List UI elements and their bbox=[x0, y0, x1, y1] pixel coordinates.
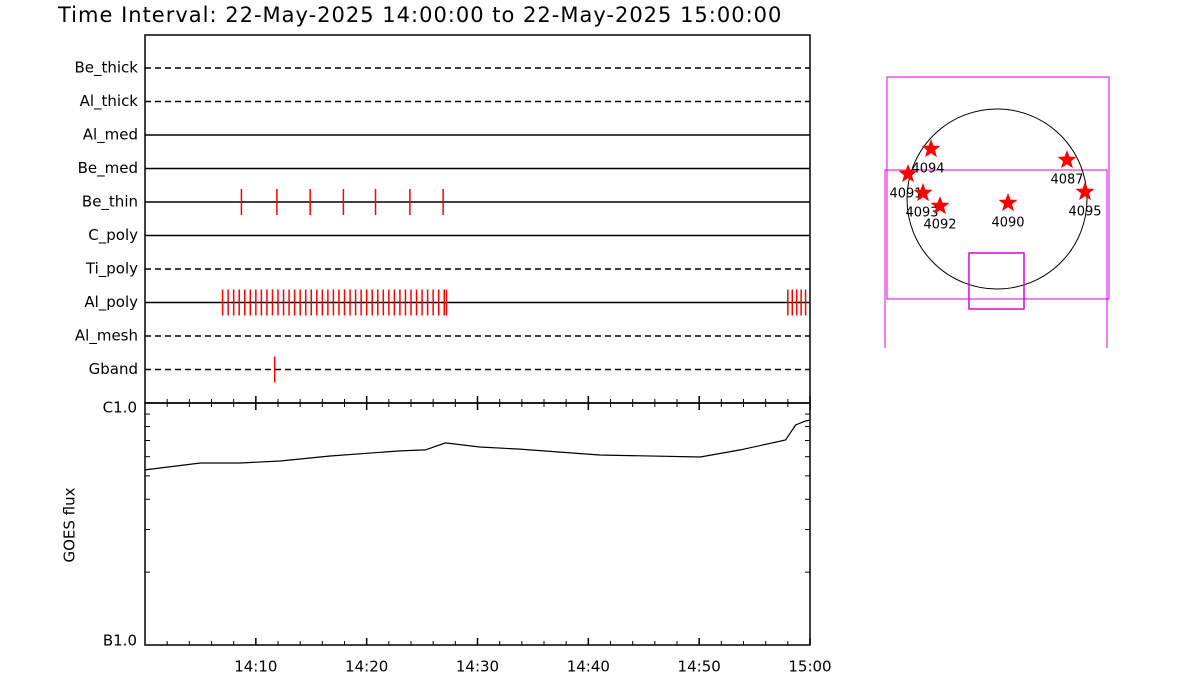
x-tick-label: 15:00 bbox=[788, 658, 831, 676]
x-tick-label: 14:20 bbox=[345, 658, 388, 676]
goes-curve bbox=[144, 419, 811, 471]
region-marker bbox=[921, 139, 941, 158]
row-label: Al_thick bbox=[80, 92, 139, 111]
y-axis-label: GOES flux bbox=[61, 487, 79, 562]
row-label: Al_mesh bbox=[75, 327, 138, 346]
region-marker bbox=[898, 164, 918, 183]
fov-box bbox=[968, 252, 1025, 310]
row-label: Be_thin bbox=[82, 193, 138, 212]
region-label: 4095 bbox=[1068, 205, 1101, 220]
region-marker bbox=[1075, 182, 1095, 201]
region-marker bbox=[913, 183, 933, 202]
fov-box bbox=[886, 76, 1110, 300]
chart-title: Time Interval: 22-May-2025 14:00:00 to 2… bbox=[57, 3, 782, 27]
row-label: Ti_poly bbox=[85, 260, 138, 279]
x-tick-label: 14:50 bbox=[678, 658, 721, 676]
region-label: 4093 bbox=[905, 206, 938, 221]
x-tick-label: 14:10 bbox=[234, 658, 277, 676]
region-label: 4094 bbox=[911, 162, 944, 177]
region-marker bbox=[998, 193, 1018, 212]
region-label: 4091 bbox=[889, 187, 922, 202]
row-label: Gband bbox=[89, 360, 138, 378]
solar-disk bbox=[906, 108, 1088, 290]
x-tick-label: 14:40 bbox=[567, 658, 610, 676]
row-label: Be_med bbox=[78, 159, 138, 178]
y-tick-label: C1.0 bbox=[103, 399, 137, 417]
x-tick-label: 14:30 bbox=[456, 658, 499, 676]
region-marker bbox=[1057, 150, 1077, 169]
region-label: 4090 bbox=[991, 216, 1024, 231]
y-tick-label: B1.0 bbox=[103, 632, 137, 650]
region-marker bbox=[930, 196, 950, 215]
row-label: Al_med bbox=[83, 126, 138, 145]
fov-box bbox=[884, 169, 1108, 348]
row-label: Be_thick bbox=[74, 59, 138, 78]
region-label: 4092 bbox=[923, 218, 956, 233]
region-label: 4087 bbox=[1050, 173, 1083, 188]
row-label: C_poly bbox=[88, 226, 138, 245]
row-label: Al_poly bbox=[84, 293, 138, 312]
